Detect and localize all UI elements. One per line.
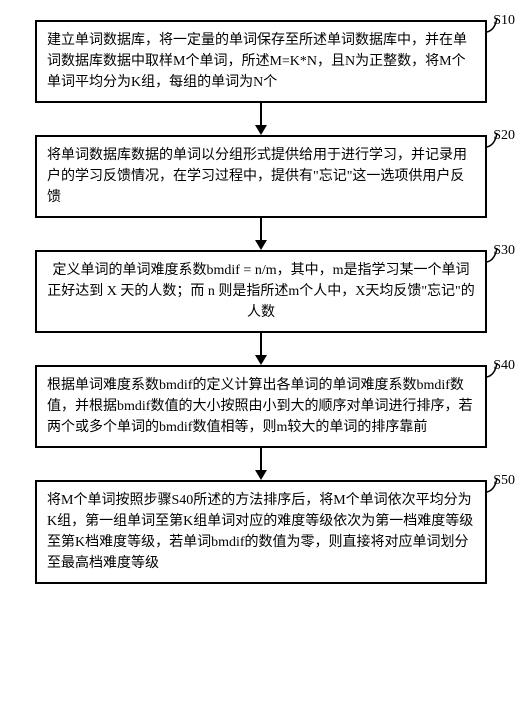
step-text-s20: 将单词数据库数据的单词以分组形式提供给用于进行学习，并记录用户的学习反馈情况，在… [47,148,467,205]
step-box-s20: S20 将单词数据库数据的单词以分组形式提供给用于进行学习，并记录用户的学习反馈… [35,135,487,218]
step-box-s30: S30 定义单词的单词难度系数bmdif = n/m，其中，m是指学习某一个单词… [35,250,487,333]
step-box-s10: S10 建立单词数据库，将一定量的单词保存至所述单词数据库中，并在单词数据库数据… [35,20,487,103]
step-text-s40: 根据单词难度系数bmdif的定义计算出各单词的单词难度系数bmdif数值，并根据… [47,378,472,435]
arrow-3 [35,333,487,365]
arrow-head-1 [255,125,267,135]
flowchart-container: S10 建立单词数据库，将一定量的单词保存至所述单词数据库中，并在单词数据库数据… [35,20,487,584]
step-text-s30: 定义单词的单词难度系数bmdif = n/m，其中，m是指学习某一个单词正好达到… [47,263,475,320]
arrow-head-4 [255,470,267,480]
step-label-s40: S40 [493,355,515,376]
arrow-4 [35,448,487,480]
step-box-s40: S40 根据单词难度系数bmdif的定义计算出各单词的单词难度系数bmdif数值… [35,365,487,448]
arrow-line-1 [260,103,262,127]
arrow-line-4 [260,448,262,472]
step-label-s10: S10 [493,10,515,31]
step-label-s20: S20 [493,125,515,146]
arrow-2 [35,218,487,250]
arrow-line-3 [260,333,262,357]
step-label-s50: S50 [493,470,515,491]
step-text-s50: 将M个单词按照步骤S40所述的方法排序后，将M个单词依次平均分为K组，第一组单词… [47,493,473,571]
arrow-line-2 [260,218,262,242]
arrow-1 [35,103,487,135]
step-text-s10: 建立单词数据库，将一定量的单词保存至所述单词数据库中，并在单词数据库数据中取样M… [47,33,467,90]
arrow-head-2 [255,240,267,250]
step-box-s50: S50 将M个单词按照步骤S40所述的方法排序后，将M个单词依次平均分为K组，第… [35,480,487,584]
arrow-head-3 [255,355,267,365]
step-label-s30: S30 [493,240,515,261]
